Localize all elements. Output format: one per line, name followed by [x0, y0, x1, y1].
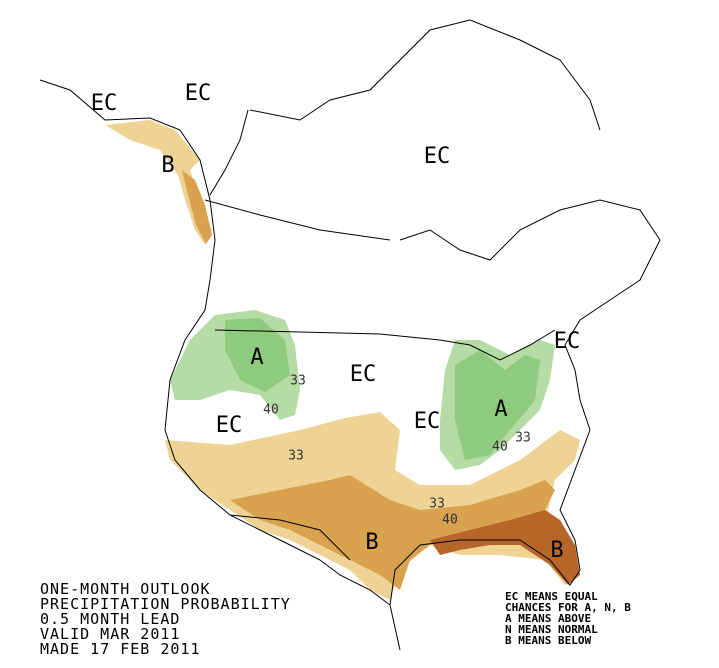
legend-line: N MEANS NORMAL	[505, 623, 598, 636]
below-light	[105, 120, 212, 245]
region-label: EC	[554, 329, 581, 354]
coastline	[39, 79, 401, 651]
legend-line: B MEANS BELOW	[505, 634, 591, 647]
contour-label: 40	[263, 403, 279, 418]
us-mexico-border	[229, 514, 351, 561]
region-label: A	[250, 345, 263, 370]
shaded-areas	[105, 120, 580, 600]
region-label: EC	[414, 409, 441, 434]
region-label: B	[365, 530, 378, 555]
above-medium	[225, 318, 290, 392]
coastline	[389, 199, 661, 606]
region-label: EC	[91, 91, 118, 116]
contour-labels: 33 40 33 40 33 33 40	[263, 374, 531, 528]
legend-line: CHANCES FOR A, N, B	[505, 601, 631, 614]
title-line: 0.5 MONTH LEAD	[40, 610, 180, 628]
region-label: EC	[216, 413, 243, 438]
region-label: A	[494, 397, 507, 422]
region-label: B	[161, 153, 174, 178]
legend-line: A MEANS ABOVE	[505, 612, 591, 625]
contour-label: 40	[442, 513, 458, 528]
title-block: ONE-MONTH OUTLOOK PRECIPITATION PROBABIL…	[40, 580, 291, 658]
title-line: PRECIPITATION PROBABILITY	[40, 595, 291, 613]
below-medium	[182, 170, 212, 244]
contour-label: 33	[515, 431, 531, 446]
region-label: B	[550, 538, 563, 563]
region-labels: EC EC B EC A EC EC EC A EC B B	[91, 81, 581, 563]
legend-line: EC MEANS EQUAL	[505, 590, 598, 603]
legend-block: EC MEANS EQUAL CHANCES FOR A, N, B A MEA…	[505, 590, 631, 647]
region-label: EC	[185, 81, 212, 106]
region-label: EC	[424, 144, 451, 169]
contour-label: 33	[288, 449, 304, 464]
above-medium	[455, 350, 540, 460]
province-line	[204, 199, 391, 241]
title-line: MADE 17 FEB 2011	[40, 640, 201, 658]
below-medium	[230, 475, 555, 590]
title-line: VALID MAR 2011	[40, 625, 180, 643]
contour-label: 33	[429, 497, 445, 512]
title-line: ONE-MONTH OUTLOOK	[40, 580, 211, 598]
us-canada-border	[214, 329, 556, 361]
alaska-border	[209, 109, 249, 196]
region-label: EC	[350, 362, 377, 387]
contour-label: 33	[290, 374, 306, 389]
below-dark	[430, 510, 580, 585]
boundaries	[39, 19, 661, 651]
contour-label: 40	[492, 440, 508, 455]
arctic-coast	[249, 19, 601, 131]
